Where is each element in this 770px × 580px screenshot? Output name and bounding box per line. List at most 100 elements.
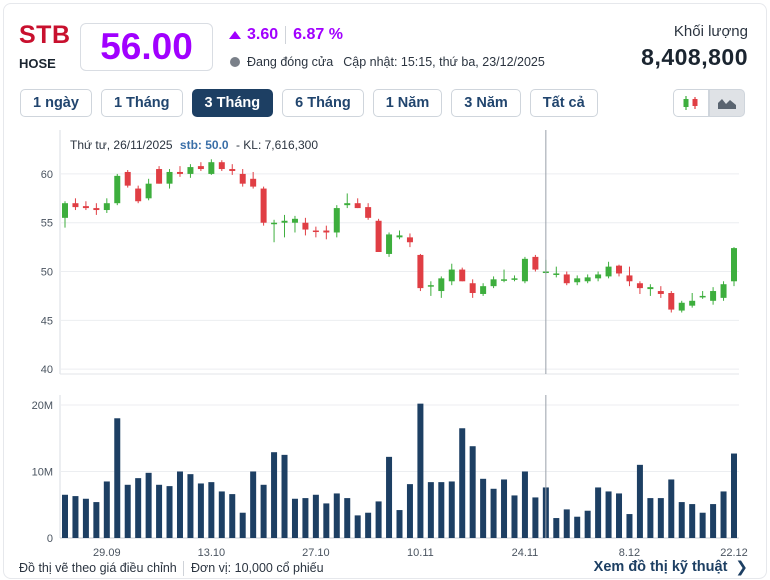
candle-body	[699, 295, 706, 298]
volume-tick-label: 10M	[32, 466, 53, 478]
volume-bar	[647, 498, 654, 538]
volume-label: Khối lượng	[673, 23, 748, 40]
footer-divider	[183, 561, 184, 576]
tooltip-date: Thứ tư, 26/11/2025	[70, 138, 173, 152]
x-tick-label: 27.10	[302, 547, 330, 559]
ticker-symbol: STB	[19, 21, 71, 49]
technical-chart-link-label: Xem đồ thị kỹ thuật	[593, 559, 728, 575]
volume-bar	[197, 483, 204, 538]
volume-bar	[720, 491, 727, 538]
tab-3-years[interactable]: 3 Năm	[451, 89, 521, 117]
volume-bar	[553, 518, 560, 538]
volume-bar	[731, 453, 737, 538]
status-dot-icon	[230, 57, 240, 67]
candle-body	[689, 300, 696, 306]
volume-bar	[678, 502, 685, 538]
candle-body	[678, 302, 685, 311]
volume-bar	[365, 512, 372, 538]
volume-bar	[668, 479, 675, 538]
volume-bar	[521, 471, 528, 538]
candle-body	[459, 269, 466, 282]
candle-body	[93, 208, 100, 211]
candle-body	[281, 220, 288, 223]
x-tick-label: 8.12	[619, 547, 640, 559]
volume-bar	[323, 503, 330, 538]
area-chart-icon	[718, 99, 736, 109]
tab-1-year[interactable]: 1 Năm	[372, 89, 443, 117]
volume-bar	[239, 512, 246, 538]
candle-body	[187, 167, 194, 174]
chevron-right-icon: ❯	[735, 559, 748, 576]
tooltip: Thứ tư, 26/11/2025 stb: 50.0 - KL: 7,616…	[70, 138, 318, 152]
update-time: Cập nhật: 15:15, thứ ba, 23/12/2025	[343, 55, 545, 69]
candle-body	[176, 171, 183, 174]
candle-body	[72, 203, 79, 208]
status-text: Đang đóng cửa	[247, 55, 334, 69]
x-tick-label: 22.12	[720, 547, 748, 559]
change-value: 3.60	[247, 26, 279, 43]
candle-body	[260, 188, 267, 223]
candle-body	[386, 234, 393, 254]
volume-bar	[710, 504, 717, 538]
volume-bar	[156, 484, 163, 538]
volume-bar	[459, 428, 466, 538]
candle-body	[271, 222, 278, 225]
x-tick-label: 13.10	[198, 547, 226, 559]
tab-all[interactable]: Tất cả	[529, 89, 598, 117]
volume-bar	[699, 512, 706, 538]
volume-bar	[480, 478, 487, 538]
volume-bar	[72, 496, 79, 538]
tab-1-day[interactable]: 1 ngày	[20, 89, 92, 117]
tab-3-months[interactable]: 3 Tháng	[191, 89, 274, 117]
candle-body	[668, 292, 675, 310]
volume-bar	[187, 474, 194, 538]
candle-body	[490, 279, 497, 287]
volume-bar	[312, 494, 319, 538]
adjusted-price-note: Đồ thị vẽ theo giá điều chỉnh	[19, 561, 177, 575]
candle-body	[197, 166, 204, 170]
candle-body	[103, 203, 110, 211]
candle-body	[62, 203, 68, 218]
volume-bar	[605, 491, 612, 538]
candle-body	[239, 173, 246, 184]
candle-body	[218, 162, 225, 170]
tab-6-months[interactable]: 6 Tháng	[282, 89, 364, 117]
volume-bar	[626, 514, 633, 538]
technical-chart-link[interactable]: Xem đồ thị kỹ thuật ❯	[594, 558, 748, 576]
candle-body	[647, 287, 654, 290]
volume-bar	[584, 510, 591, 538]
candle-body	[584, 277, 591, 282]
candlestick-chart-button[interactable]	[673, 89, 709, 117]
candle-body	[448, 269, 455, 282]
unit-note: Đơn vị: 10,000 cổ phiếu	[191, 561, 324, 575]
candle-body	[417, 254, 424, 289]
candle-body	[208, 162, 215, 174]
volume-bar	[417, 403, 424, 538]
volume-bar	[208, 482, 215, 538]
volume-value: 8,408,800	[641, 44, 748, 70]
volume-bar	[291, 498, 298, 538]
tab-1-month[interactable]: 1 Tháng	[100, 89, 183, 117]
timeframe-tabs: 1 ngày 1 Tháng 3 Tháng 6 Tháng 1 Năm 3 N…	[20, 89, 607, 117]
candle-body	[323, 230, 330, 233]
volume-bar	[176, 471, 183, 538]
price-tick-label: 45	[41, 315, 53, 327]
candle-body	[344, 203, 351, 206]
volume-bar	[574, 516, 581, 538]
candle-body	[595, 274, 602, 279]
candle-body	[135, 188, 142, 202]
x-tick-label: 24.11	[512, 547, 539, 559]
exchange-label: HOSE	[19, 56, 56, 71]
volume-bar	[689, 504, 696, 538]
volume-bar	[657, 498, 664, 538]
candle-body	[427, 285, 434, 287]
volume-bar	[595, 487, 602, 538]
area-chart-button[interactable]	[709, 89, 745, 117]
x-tick-label: 29.09	[93, 547, 121, 559]
candle-body	[250, 178, 257, 187]
candle-body	[616, 265, 623, 274]
candle-body	[166, 171, 173, 184]
volume-bar	[427, 482, 434, 538]
volume-bar	[302, 498, 309, 538]
